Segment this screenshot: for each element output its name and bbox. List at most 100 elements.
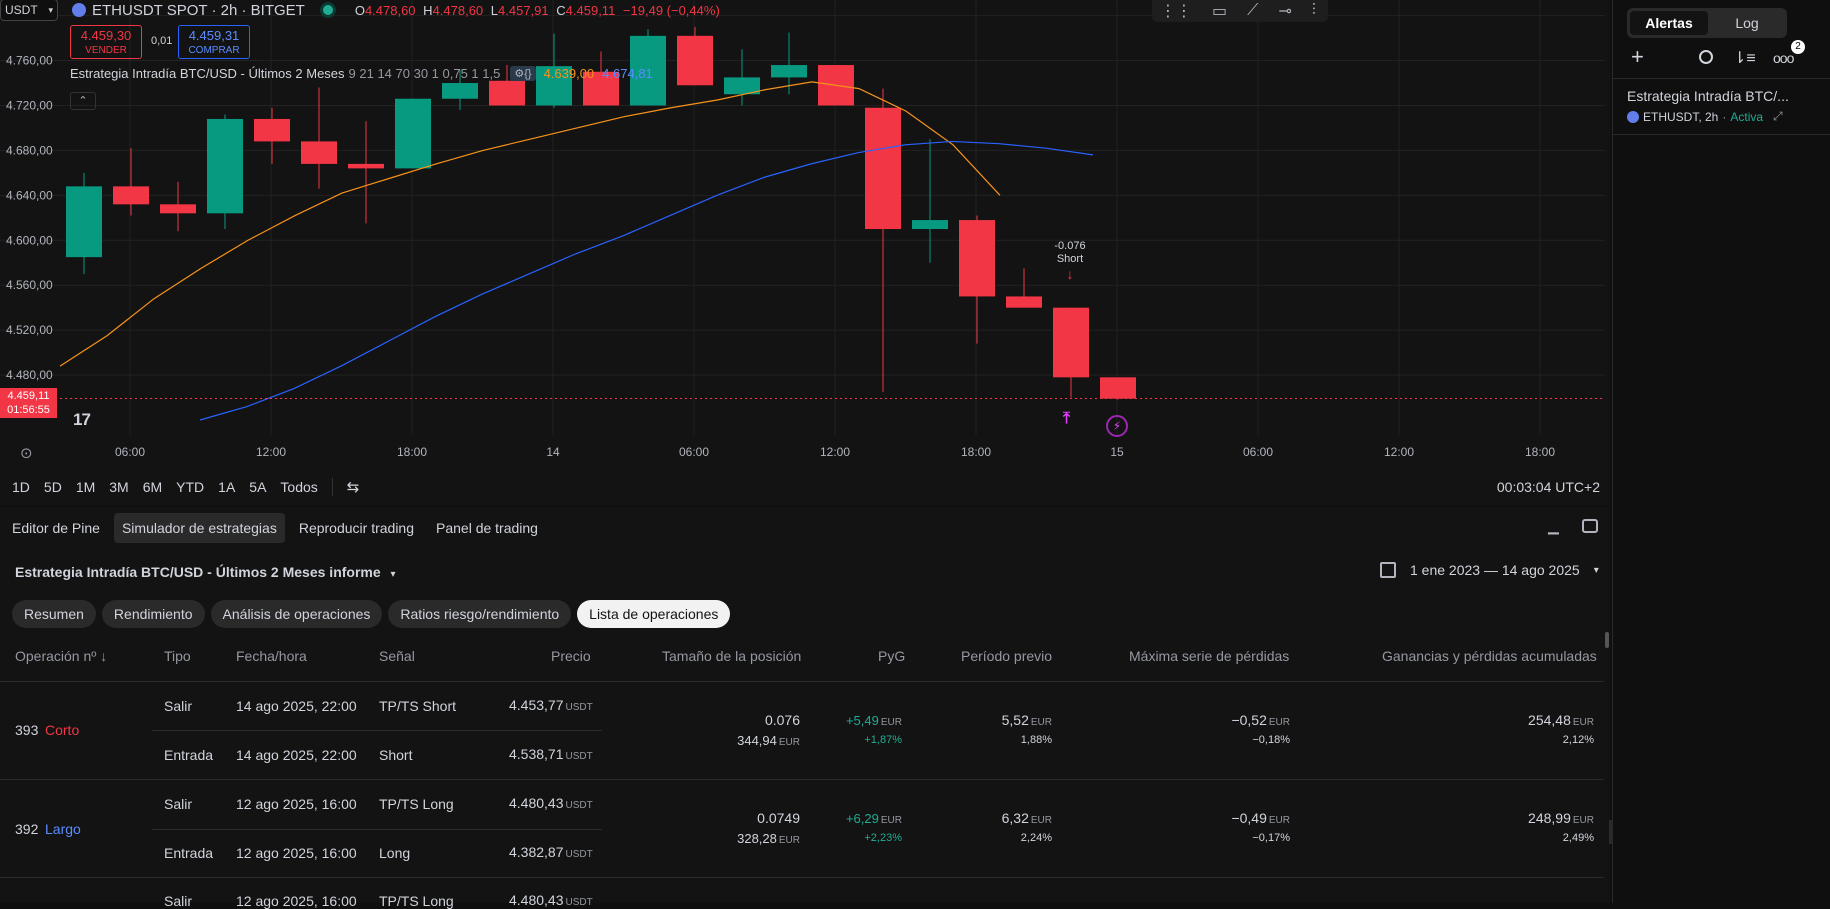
arrow-down-icon: ↓	[1066, 266, 1074, 282]
chevron-down-icon: ▾	[390, 569, 396, 580]
y-axis-tick-label: 4.520,00	[6, 323, 53, 337]
ohlc-low-label: L	[490, 2, 499, 18]
ohlc-low: 4.457,91	[498, 2, 549, 18]
currency-select-value: USDT	[5, 3, 38, 17]
buy-button[interactable]: 4.459,31 COMPRAR	[178, 25, 250, 59]
ohlc-high-label: H	[423, 2, 433, 18]
tab-alerts[interactable]: Alertas	[1630, 11, 1708, 35]
report-title[interactable]: Estrategia Intradía BTC/USD - Últimos 2 …	[15, 564, 396, 580]
alert-lightning-icon[interactable]: ⚡	[1106, 415, 1128, 437]
tab-replay-trading[interactable]: Reproducir trading	[298, 520, 414, 536]
exit-date: 14 ago 2025, 22:00	[236, 698, 357, 714]
ohlc-change: −19,49 (−0,44%)	[622, 2, 720, 18]
x-axis-tick-label: 06:00	[679, 445, 709, 459]
pnl: +6,29 EUR	[846, 811, 902, 826]
col-header-trade-no[interactable]: Operación nº ↓	[15, 648, 108, 664]
tab-strategy-tester[interactable]: Simulador de estrategias	[113, 513, 285, 543]
candle-body	[395, 98, 431, 169]
date-range-icon[interactable]: ⇆	[346, 479, 360, 496]
ema-fast-line	[59, 81, 1001, 367]
sell-price: 4.459,30	[80, 28, 132, 43]
range-3m[interactable]: 3M	[109, 479, 129, 495]
search-icon[interactable]	[1699, 50, 1713, 64]
trade-side: Corto	[45, 722, 80, 738]
col-header-pnl[interactable]: PyG	[878, 648, 906, 664]
maximize-panel-icon[interactable]	[1582, 519, 1598, 533]
x-axis-tick-label: 18:00	[1525, 445, 1555, 459]
col-header-cum-pnl[interactable]: Ganancias y pérdidas acumuladas	[1382, 648, 1597, 664]
candle-body	[1100, 377, 1136, 399]
chart-canvas[interactable]: 4.800,004.760,004.720,004.680,004.640,00…	[0, 0, 1610, 470]
sell-button[interactable]: 4.459,30 VENDER	[70, 25, 142, 59]
currency-unit: EUR	[1572, 815, 1594, 826]
rectangle-icon[interactable]: ▭	[1212, 3, 1228, 20]
currency-unit: EUR	[1572, 717, 1594, 728]
col-header-signal[interactable]: Señal	[379, 648, 415, 664]
candle-body	[207, 118, 243, 214]
pnl: +5,49 EUR	[846, 713, 902, 728]
range-5a[interactable]: 5A	[249, 479, 267, 495]
currency-unit: EUR	[778, 737, 800, 748]
subtab-summary[interactable]: Resumen	[12, 600, 96, 628]
chart-header: USDT ▾ ETHUSDT SPOT · 2h · BITGET O4.478…	[0, 0, 720, 21]
entry-type: Entrada	[164, 845, 214, 861]
chart-settings-icon[interactable]: ⊙	[20, 445, 33, 462]
subtab-risk-ratios[interactable]: Ratios riesgo/rendimiento	[388, 600, 572, 628]
col-header-type[interactable]: Tipo	[164, 648, 191, 664]
settings-source-icon[interactable]: ⚙{}	[510, 66, 536, 81]
col-header-position-size[interactable]: Tamaño de la posición	[662, 648, 802, 664]
indicator-icon[interactable]: ⫶	[1311, 2, 1316, 19]
range-5d[interactable]: 5D	[43, 479, 62, 495]
clock-time[interactable]: 00:03:04 UTC+2	[1496, 479, 1600, 495]
trendline-icon[interactable]: ⟋	[1247, 2, 1259, 19]
tab-pine-editor[interactable]: Editor de Pine	[12, 520, 100, 536]
tab-log[interactable]: Log	[1735, 15, 1759, 31]
subtab-trade-analysis[interactable]: Análisis de operaciones	[210, 600, 383, 628]
minimize-panel-icon[interactable]: ▁	[1548, 518, 1559, 534]
sort-icon[interactable]: ⇂≡	[1733, 50, 1756, 67]
col-header-price[interactable]: Precio	[551, 648, 591, 664]
exit-marker-icon[interactable]: ⤒	[1063, 410, 1071, 427]
horizontal-line-icon[interactable]: ⊸	[1278, 3, 1292, 20]
add-alert-icon[interactable]: +	[1631, 44, 1644, 69]
range-6m[interactable]: 6M	[142, 479, 163, 495]
entry-date: 14 ago 2025, 22:00	[236, 747, 357, 763]
subtab-trades-list[interactable]: Lista de operaciones	[577, 600, 731, 628]
entry-type: Entrada	[164, 747, 214, 763]
candle-countdown: 01:56:55	[7, 404, 50, 416]
expand-icon[interactable]: ⤢	[1773, 109, 1783, 123]
exit-type: Salir	[164, 893, 193, 909]
size-value: 344,94 EUR	[737, 733, 800, 748]
chevron-down-icon: ▾	[48, 4, 53, 15]
cum-pnl-value: 248,99	[1528, 810, 1571, 826]
date-range-picker[interactable]: 1 ene 2023 — 14 ago 2025 ▾	[1380, 562, 1599, 578]
range-all[interactable]: Todos	[280, 479, 318, 495]
currency-select[interactable]: USDT ▾	[0, 0, 58, 21]
table-scrollbar[interactable]	[1605, 632, 1609, 648]
x-axis-tick-label: 12:00	[1384, 445, 1414, 459]
symbol-title[interactable]: ETHUSDT SPOT · 2h · BITGET	[92, 1, 305, 19]
price-chart[interactable]: 4.800,004.760,004.720,004.680,004.640,00…	[0, 0, 1610, 505]
drag-handle-icon[interactable]: ⋮⋮	[1160, 3, 1192, 20]
range-1a[interactable]: 1A	[218, 479, 236, 495]
exit-date: 12 ago 2025, 16:00	[236, 796, 357, 812]
col-header-datetime[interactable]: Fecha/hora	[236, 648, 307, 664]
exit-price: 4.453,77 USDT	[509, 697, 593, 713]
exit-type: Salir	[164, 796, 193, 812]
alert-item[interactable]: Estrategia Intradía BTC/... ETHUSDT, 2h …	[1627, 88, 1827, 124]
collapse-legend-button[interactable]: ⌃	[70, 92, 96, 110]
buy-label: COMPRAR	[188, 45, 240, 56]
candle-body	[959, 220, 995, 297]
candle-body	[1053, 307, 1089, 378]
strategy-legend[interactable]: Estrategia Intradía BTC/USD - Últimos 2 …	[70, 66, 653, 81]
col-header-max-drawdown[interactable]: Máxima serie de pérdidas	[1129, 648, 1290, 664]
more-options-icon[interactable]: ooo	[1773, 50, 1794, 66]
range-ytd[interactable]: YTD	[176, 479, 205, 495]
col-header-prev-period[interactable]: Período previo	[961, 648, 1053, 664]
tab-trading-panel[interactable]: Panel de trading	[436, 520, 538, 536]
strategy-params: 9 21 14 70 30 1 0,75 1 1,5	[348, 66, 501, 81]
range-1m[interactable]: 1M	[75, 479, 96, 495]
trade-marker[interactable]: -0.076 Short ↓	[1048, 240, 1092, 281]
range-1d[interactable]: 1D	[12, 479, 30, 495]
subtab-performance[interactable]: Rendimiento	[101, 600, 205, 628]
